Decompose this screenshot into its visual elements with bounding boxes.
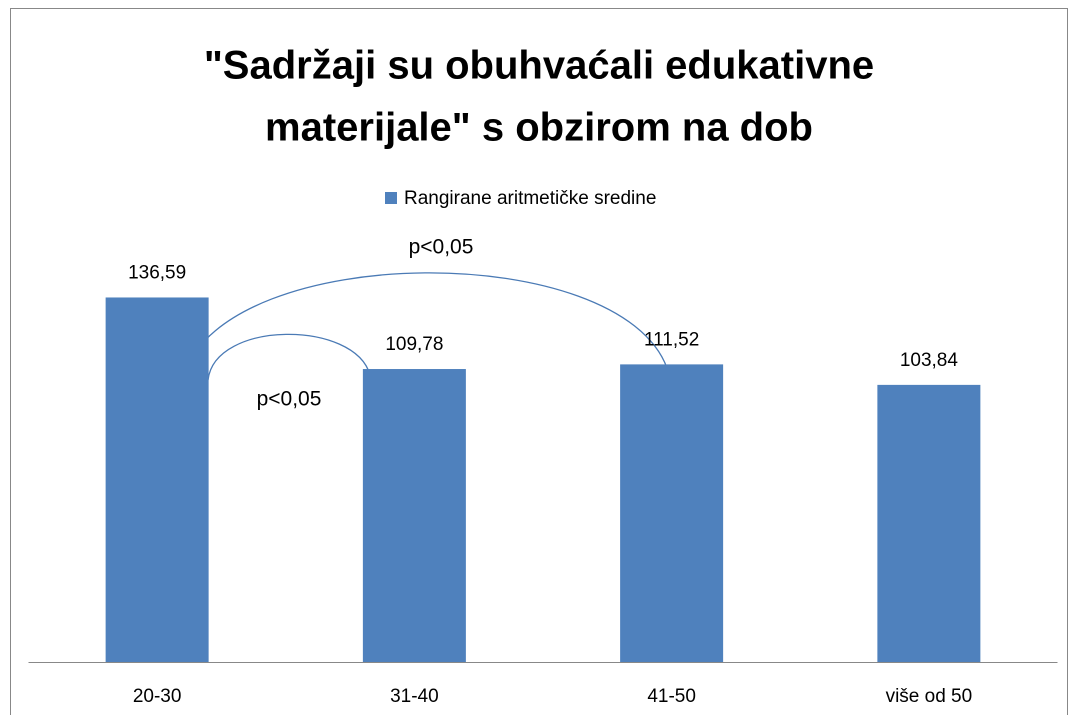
bar: [877, 384, 981, 662]
bar: [105, 297, 209, 662]
bar: [620, 364, 724, 662]
chart-title: "Sadržaji su obuhvaćali edukativne: [204, 44, 874, 88]
data-label: 109,78: [385, 334, 443, 355]
x-tick-label: 31-40: [390, 686, 439, 707]
x-tick-label: 41-50: [647, 686, 696, 707]
legend-swatch: [385, 192, 397, 204]
x-tick-label: više od 50: [886, 686, 973, 707]
annotation: p<0,05: [257, 388, 322, 411]
bar: [362, 369, 466, 662]
data-label: 136,59: [128, 262, 186, 283]
comparison-arc: [182, 272, 668, 376]
data-label: 111,52: [644, 329, 699, 350]
data-label: 103,84: [900, 350, 959, 371]
annotation: p<0,05: [409, 236, 474, 259]
x-tick-label: 20-30: [133, 686, 182, 707]
comparison-arc: [207, 333, 371, 381]
chart-title: materijale" s obzirom na dob: [265, 106, 813, 150]
legend-label: Rangirane aritmetičke sredine: [404, 188, 656, 209]
